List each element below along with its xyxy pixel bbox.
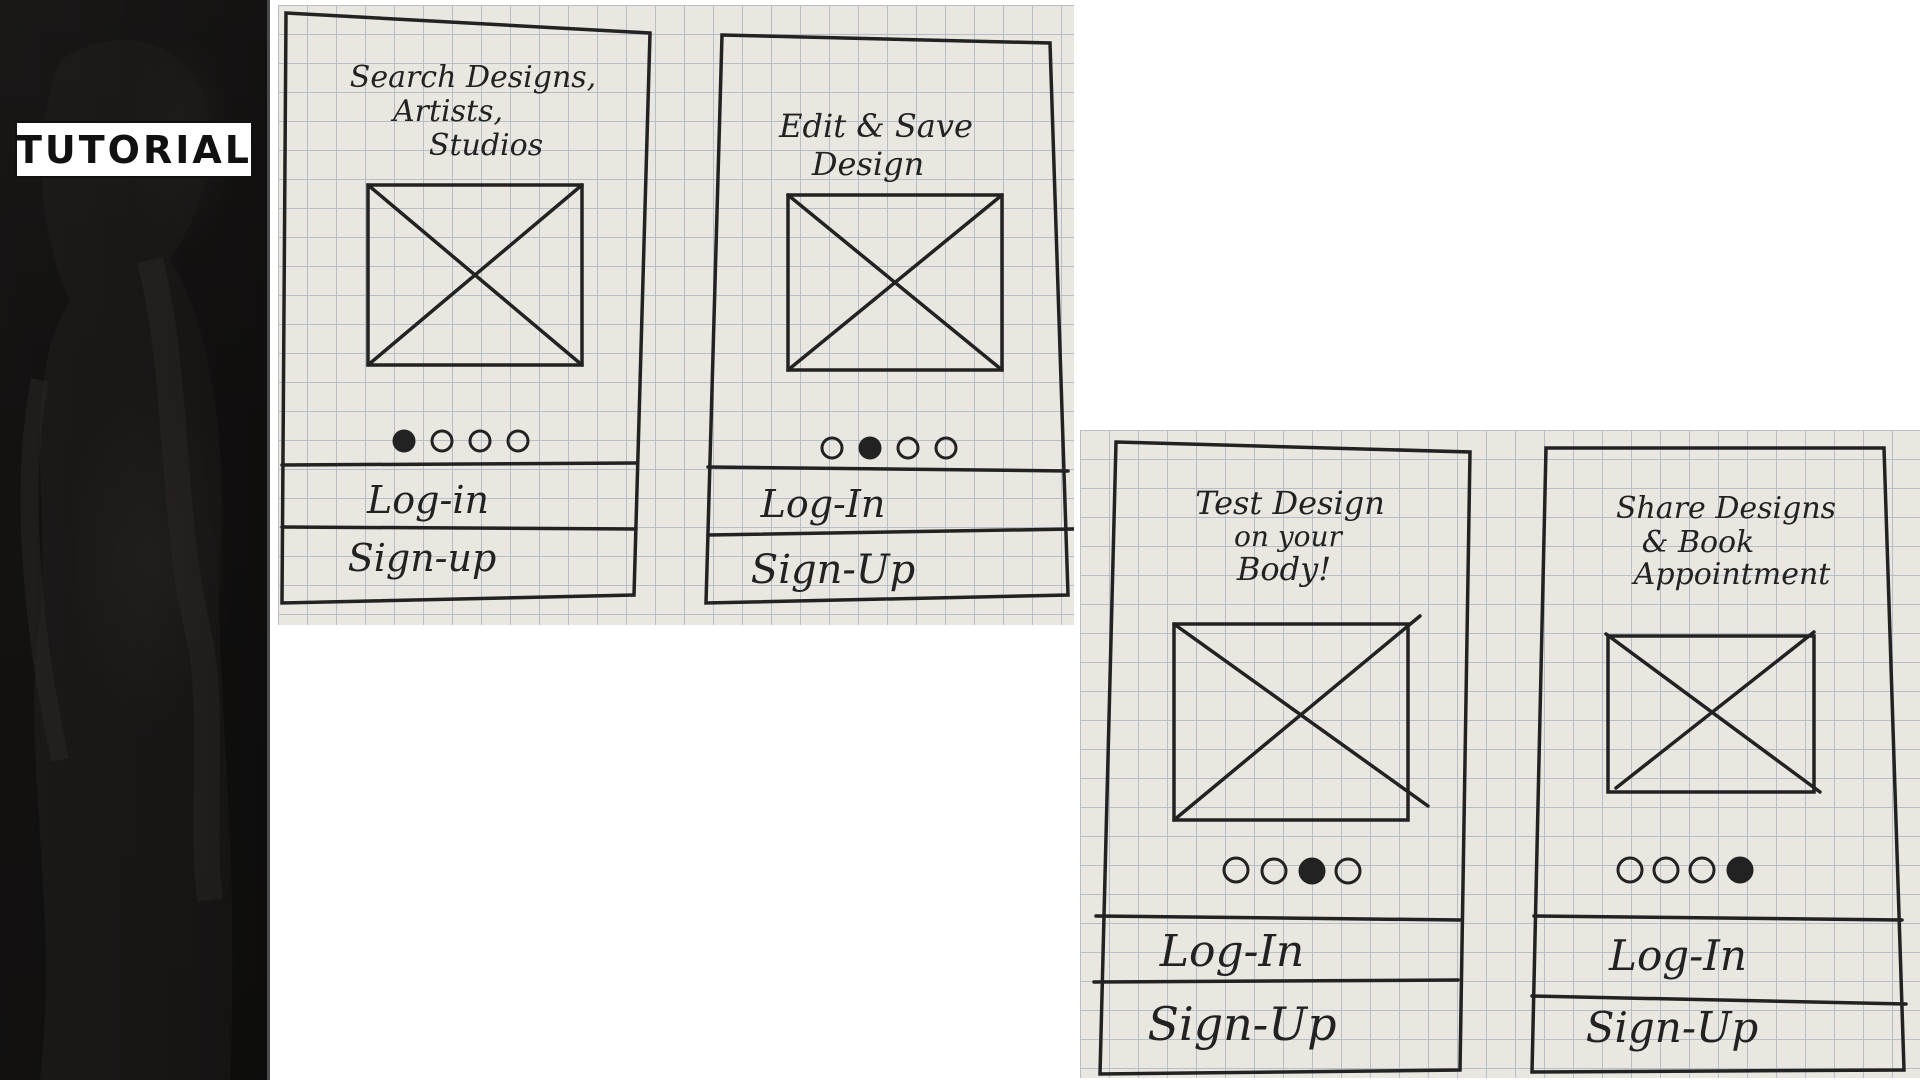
screen2-frame — [704, 33, 1070, 605]
screen4-signup-button[interactable]: Sign-Up — [1586, 1003, 1759, 1052]
pagination-dot — [1260, 857, 1288, 885]
screen2-image-placeholder — [786, 193, 1004, 372]
screen3-divider-top — [1094, 914, 1462, 922]
screen1-title-line1: Search Designs, — [350, 60, 596, 95]
graph-paper-grid — [1080, 430, 1920, 1078]
screen2-signup-button[interactable]: Sign-Up — [751, 547, 915, 593]
sidebar-edge-divider — [267, 0, 270, 1080]
screen1-signup-button[interactable]: Sign-up — [348, 536, 497, 580]
screen1-divider-middle — [280, 525, 638, 531]
pagination-dot — [468, 429, 492, 453]
screen2-title-line2: Design — [811, 145, 924, 183]
pagination-dot — [934, 436, 958, 460]
pagination-dot — [1726, 856, 1754, 884]
screen3-title-line1: Test Design — [1195, 484, 1385, 522]
screen1-title-line2: Artists, — [390, 94, 503, 129]
person-silhouette-image — [20, 40, 233, 1080]
screen4-title-line1: Share Designs — [1616, 491, 1836, 526]
pagination-dot — [1298, 857, 1326, 885]
pagination-dot — [858, 436, 882, 460]
screen4-frame — [1530, 446, 1906, 1074]
screen3-title-line3: Body! — [1236, 550, 1331, 588]
screen1-divider-top — [280, 461, 638, 467]
screen3-frame — [1098, 440, 1472, 1076]
screen3-signup-button[interactable]: Sign-Up — [1147, 997, 1336, 1051]
screen1-placeholder-cross-b — [366, 183, 584, 367]
pagination-dot — [506, 429, 530, 453]
sketch-photo-bottom: Test Design on your Body! Log-In Sign-Up… — [1080, 430, 1920, 1078]
screen4-image-placeholder — [1606, 634, 1816, 794]
screen4-placeholder-cross-b — [1614, 630, 1816, 790]
sidebar-tint — [0, 0, 270, 1080]
screen3-divider-middle — [1092, 978, 1460, 984]
pagination-dot — [896, 436, 920, 460]
pagination-dot — [820, 436, 844, 460]
screen2-divider-top — [706, 465, 1070, 473]
pagination-dot — [430, 429, 454, 453]
pagination-dot — [1688, 856, 1716, 884]
screen2-divider-middle — [706, 527, 1074, 537]
sketch-top-drawing: Search Designs, Artists, Studios Log-in … — [280, 11, 1074, 605]
screen3-pagination — [1222, 856, 1362, 885]
pagination-dot — [392, 429, 416, 453]
screen2-placeholder-cross-b — [786, 193, 1004, 372]
graph-paper-grid — [278, 5, 1074, 625]
screen2-title-line1: Edit & Save — [778, 107, 973, 145]
pagination-dot — [1334, 857, 1362, 885]
screen1-pagination — [392, 429, 530, 453]
screen2-login-button[interactable]: Log-In — [760, 482, 886, 526]
screen1-login-button[interactable]: Log-in — [366, 478, 489, 522]
sidebar-photo: TUTORIAL — [0, 0, 270, 1080]
tutorial-label: TUTORIAL — [15, 121, 253, 178]
pagination-dot — [1652, 856, 1680, 884]
screen4-title-line2: & Book — [1642, 525, 1755, 560]
screen4-title-line3: Appointment — [1631, 557, 1832, 592]
sketch-bottom-drawing: Test Design on your Body! Log-In Sign-Up… — [1092, 440, 1908, 1076]
screen4-login-button[interactable]: Log-In — [1608, 931, 1747, 980]
screen4-divider-top — [1532, 914, 1904, 922]
screen4-divider-middle — [1530, 994, 1908, 1006]
screen2-pagination — [820, 436, 958, 460]
screen1-image-placeholder — [366, 183, 584, 367]
screen1-frame — [280, 11, 652, 605]
pagination-dot — [1222, 856, 1250, 884]
screen1-title-line3: Studios — [429, 128, 543, 163]
screen3-placeholder-cross-b — [1172, 614, 1422, 822]
screen3-image-placeholder — [1172, 622, 1410, 822]
pagination-dot — [1616, 856, 1644, 884]
sketch-photo-top: Search Designs, Artists, Studios Log-in … — [278, 5, 1074, 625]
screen3-login-button[interactable]: Log-In — [1159, 926, 1304, 977]
screen4-pagination — [1616, 856, 1754, 884]
screen3-title-line2: on your — [1234, 520, 1344, 553]
